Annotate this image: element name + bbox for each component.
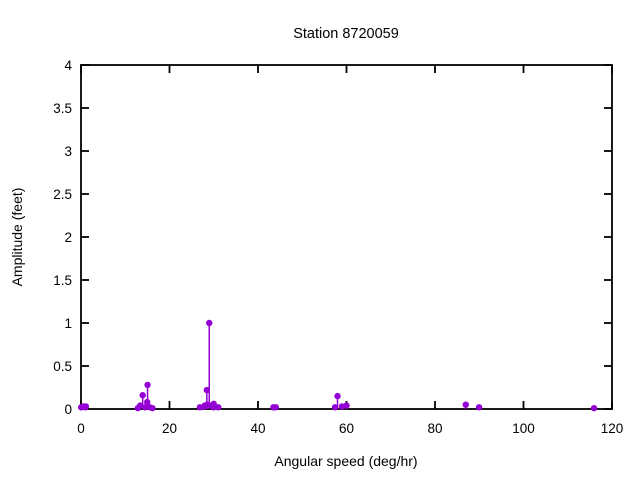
data-point: [82, 403, 90, 410]
y-tick-label: 1.5: [53, 273, 72, 288]
data-point: [343, 402, 350, 409]
data-point: [272, 404, 280, 411]
axes: 0 20 40 60 80 100 120 0 0.5 1 1.5 2 2.5 3 3.5 4: [53, 58, 623, 436]
data-point: [144, 381, 151, 389]
plot-border: [80, 64, 613, 410]
data-point: [206, 319, 213, 327]
x-tick-label: 20: [162, 421, 177, 436]
y-tick-label: 1: [64, 316, 72, 331]
x-tick-label: 100: [512, 421, 535, 436]
data-point: [215, 404, 222, 411]
data-point: [475, 404, 483, 411]
y-tick-label: 4: [64, 58, 72, 73]
y-tick-label: 0.5: [53, 359, 72, 374]
data-point: [149, 404, 156, 412]
data-point: [462, 401, 469, 408]
data-point: [334, 392, 341, 400]
data-point: [590, 404, 598, 412]
x-tick-label: 40: [250, 421, 265, 436]
x-tick-label: 120: [601, 421, 624, 436]
y-tick-label: 0: [64, 402, 72, 417]
x-axis-label: Angular speed (deg/hr): [274, 453, 417, 469]
x-tick-label: 60: [339, 421, 354, 436]
x-tick-label: 80: [427, 421, 442, 436]
chart-title: Station 8720059: [293, 26, 399, 42]
data-point: [137, 402, 144, 409]
x-tick-label: 0: [77, 421, 85, 436]
data-point: [203, 386, 211, 394]
y-axis-label: Amplitude (feet): [9, 188, 25, 287]
y-tick-label: 3: [64, 144, 72, 159]
data-point: [331, 404, 339, 411]
data-series: [77, 319, 598, 412]
data-point: [139, 392, 146, 399]
y-tick-label: 3.5: [53, 101, 72, 116]
y-tick-label: 2: [64, 230, 72, 245]
y-tick-label: 2.5: [53, 187, 72, 202]
